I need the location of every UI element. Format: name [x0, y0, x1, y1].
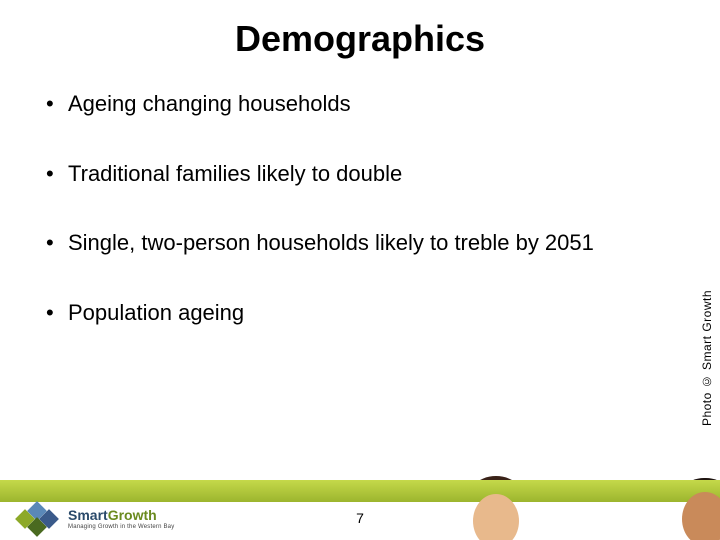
list-item: Traditional families likely to double: [40, 160, 680, 188]
logo-icon: [18, 504, 62, 534]
footer: SmartGrowth Managing Growth in the Weste…: [0, 502, 720, 540]
logo-tagline: Managing Growth in the Western Bay: [68, 524, 174, 530]
people-photo: [460, 280, 690, 480]
page-title: Demographics: [0, 0, 720, 60]
list-item: Single, two-person households likely to …: [40, 229, 680, 257]
logo-word-smart: Smart: [68, 507, 108, 523]
footer-accent-bar: [0, 480, 720, 502]
list-item: Ageing changing households: [40, 90, 680, 118]
photo-credit: Photo © Smart Growth: [700, 290, 714, 426]
logo-word-growth: Growth: [108, 507, 157, 523]
page-number: 7: [356, 510, 364, 526]
logo-wordmark: SmartGrowth: [68, 508, 174, 522]
smartgrowth-logo: SmartGrowth Managing Growth in the Weste…: [18, 504, 174, 534]
